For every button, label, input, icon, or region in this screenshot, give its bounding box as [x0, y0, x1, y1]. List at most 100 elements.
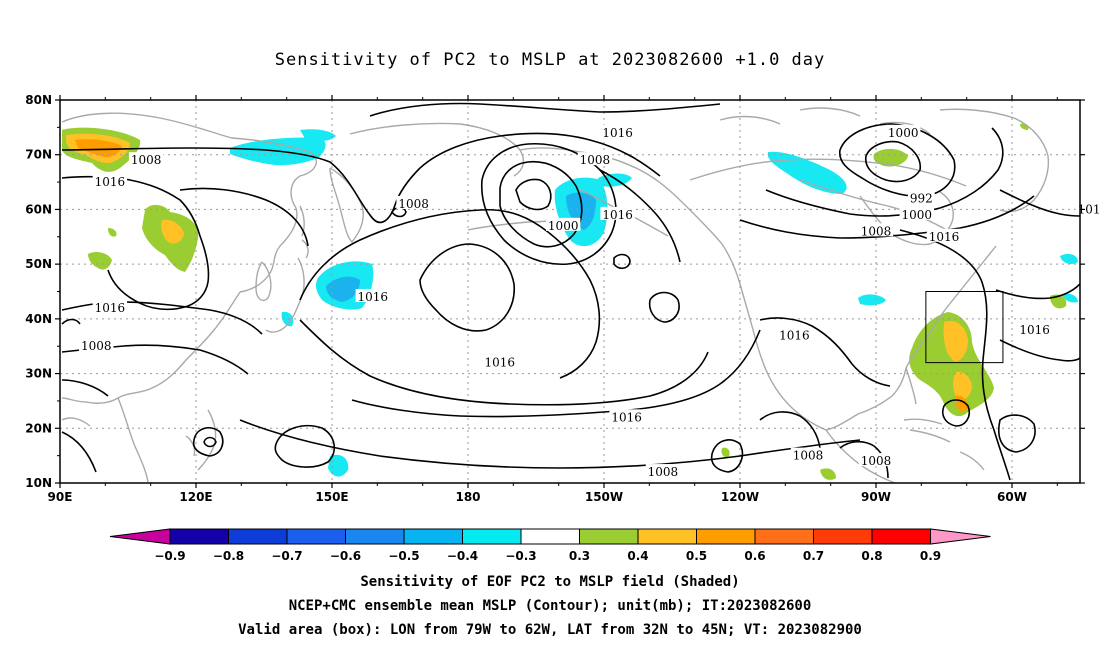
mslp-contours [61, 102, 1080, 481]
colorbar-label: 0.7 [803, 549, 824, 563]
contour-1016-alaska [599, 169, 681, 263]
coast-korea [255, 261, 272, 302]
colorbar-label: 0.9 [920, 549, 941, 563]
shade-positive-hudson [873, 148, 908, 167]
contour-label-bg [355, 288, 390, 302]
colorbar-label: −0.5 [388, 549, 419, 563]
contour-label: 1008 [398, 197, 429, 211]
lon-label: 180 [455, 490, 480, 504]
coast-siberia-east [349, 122, 525, 177]
contour-label-bg [790, 447, 826, 461]
lat-label: 30N [25, 367, 52, 381]
lat-label: 80N [25, 93, 52, 107]
contour-1016-npac [299, 208, 601, 379]
colorbar-label: −0.9 [154, 549, 185, 563]
contour-label: 1008 [861, 224, 892, 238]
contour-labels: 1016 1008 1016 1000 1008 1008 1016 1016 1008 1016… [79, 124, 1100, 479]
colorbar-segment [637, 528, 697, 545]
shade-negative-atl [1062, 293, 1078, 303]
colorbar-label: −0.7 [271, 549, 302, 563]
shade-positive-west2 [108, 228, 117, 237]
shade-positive-mongolia-core [161, 219, 184, 244]
coast-arctic-islands [719, 107, 931, 135]
lon-label: 120W [721, 490, 759, 504]
contour-small-atlantic [941, 399, 971, 427]
colorbar-segment [462, 528, 522, 545]
contour-label: 1008 [81, 339, 112, 353]
contour-label-bg [926, 228, 962, 242]
contour-label-bg [777, 327, 812, 341]
contour-label-bg [907, 190, 935, 204]
contour-label: 1016 [779, 328, 810, 342]
coast-philippines [185, 409, 217, 471]
contour-1016-atl2 [995, 283, 1080, 300]
contour-label-bg [899, 206, 934, 220]
shade-positive-gulf [721, 447, 730, 458]
lat-label: 10N [25, 476, 52, 490]
contour-label-bg [645, 464, 681, 478]
lon-label: 90E [48, 490, 73, 504]
contour-label: 1008 [580, 153, 611, 167]
contour-label-bg [577, 152, 613, 166]
shade-negative-far-east [1060, 254, 1078, 264]
contour-1016-atl [999, 189, 1080, 362]
contour-label: 1008 [131, 153, 162, 167]
colorbar-segment [228, 528, 288, 545]
contour-label-bg [886, 124, 921, 138]
shade-negative-bering [598, 173, 632, 187]
coast-greenland [939, 108, 1050, 213]
colorbar-label: 0.6 [744, 549, 765, 563]
contour-label-bg [546, 217, 581, 231]
sensitivity-shading [62, 123, 1078, 480]
contour-label: 1016 [929, 230, 960, 244]
contour-1016-east [899, 229, 1011, 481]
contour-label-bg [1075, 201, 1100, 215]
shade-positive-eastcoast [909, 312, 994, 417]
colorbar: −0.9 −0.8 −0.7 −0.6 −0.5 −0.4 −0.3 0.3 0.4 0.5 0.6… [109, 528, 991, 563]
contour-small-wpac [192, 427, 224, 457]
lat-label: 70N [25, 148, 52, 162]
lon-label: 120E [179, 490, 212, 504]
contour-1016-high [419, 243, 515, 332]
shade-negative-japan-small [281, 311, 294, 327]
contour-label: 992 [910, 191, 933, 205]
contour-1000-canada [838, 123, 956, 198]
colorbar-label: 0.4 [627, 549, 648, 563]
colorbar-segment [169, 528, 229, 545]
shade-negative-south [328, 454, 349, 477]
contour-label: 1016 [602, 126, 633, 140]
contour-1008-aleutian [480, 142, 617, 266]
contour-label-bg [600, 124, 635, 138]
colorbar-segment [345, 528, 405, 545]
caption-line-1: Sensitivity of EOF PC2 to MSLP field (Sh… [360, 574, 740, 590]
colorbar-label: 0.3 [569, 549, 590, 563]
contour-label: 1016 [95, 175, 126, 189]
contour-label: 101 [1078, 202, 1100, 216]
shade-positive-caribbean [820, 468, 836, 480]
shade-negative-canada [767, 151, 847, 194]
contour-1008-sc [61, 318, 81, 325]
contour-1016-south [351, 329, 761, 418]
contour-label-bg [858, 453, 894, 467]
contour-label-bg [396, 195, 431, 209]
lat-label: 20N [25, 421, 52, 435]
contour-small-3 [391, 206, 407, 218]
contour-label-bg [92, 299, 128, 313]
contour-label-bg [92, 174, 128, 188]
colorbar-segment [696, 528, 756, 545]
contour-1016-west [61, 301, 263, 335]
contour-1008-mex [759, 411, 889, 479]
contour-1008-sw [61, 379, 109, 473]
colorbar-segment [871, 528, 931, 545]
colorbar-segment [579, 528, 639, 545]
shade-negative-east [858, 294, 886, 306]
contour-1008-canada [765, 127, 1004, 217]
coast-sakhalin [299, 205, 305, 237]
contour-label: 1016 [602, 208, 633, 222]
lon-label: 90W [861, 490, 891, 504]
contour-label: 1000 [902, 208, 933, 222]
contour-label-bg [482, 354, 517, 368]
colorbar-segment [754, 528, 814, 545]
lon-label: 60W [997, 490, 1027, 504]
